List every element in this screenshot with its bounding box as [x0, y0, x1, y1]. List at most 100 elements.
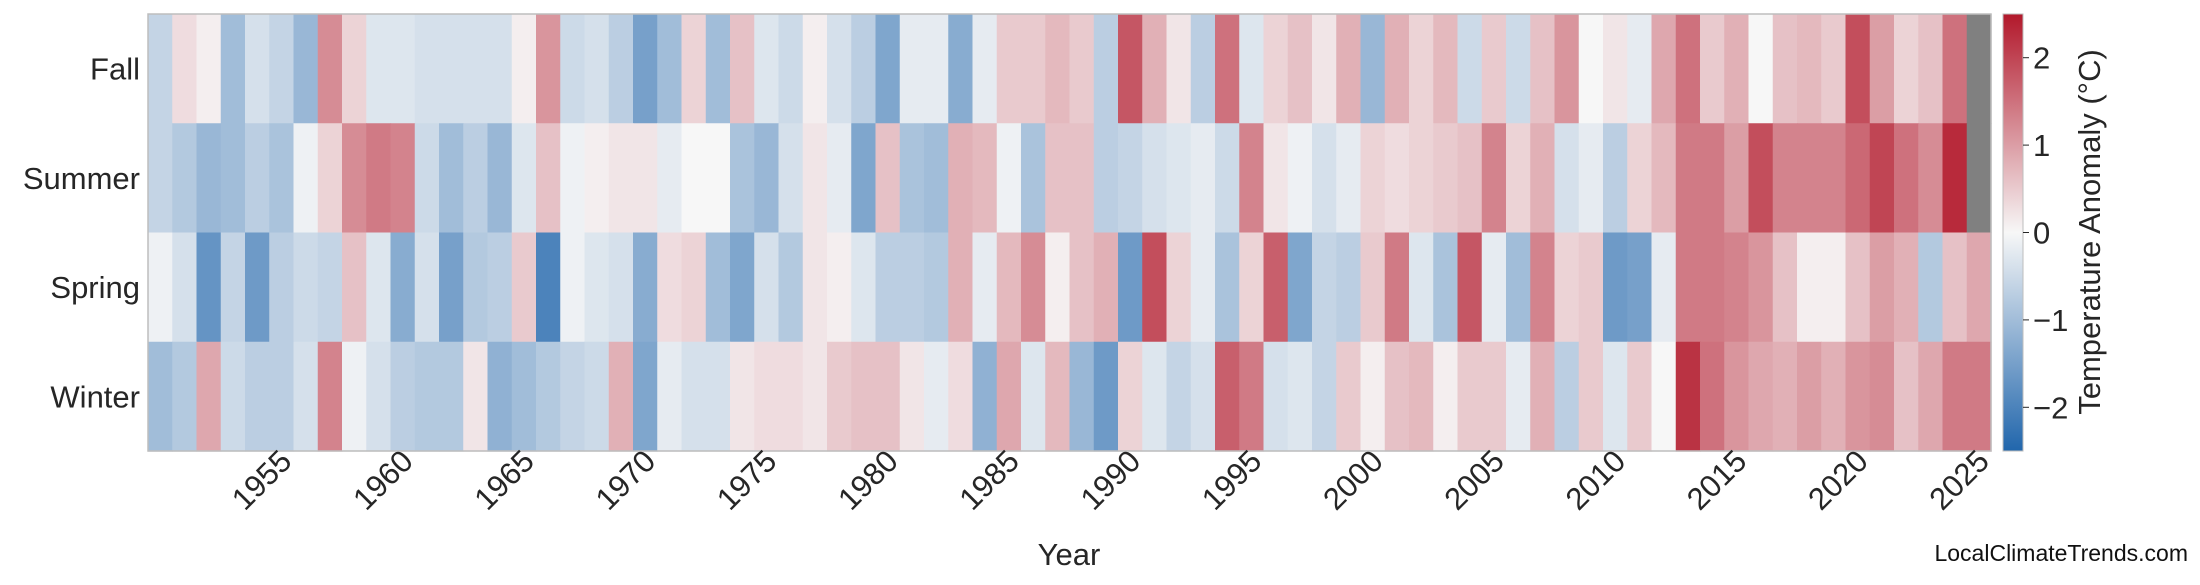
heatmap-cell [996, 123, 1022, 234]
heatmap-cell [293, 341, 319, 452]
heatmap-cell [536, 341, 561, 452]
heatmap-cell [657, 232, 683, 343]
heatmap-cell [196, 123, 222, 234]
heatmap-cell [511, 123, 537, 234]
heatmap-cell [972, 341, 998, 452]
heatmap-cell [196, 14, 222, 124]
colorbar-label: Temperature Anomaly (°C) [2072, 49, 2107, 415]
heatmap-cell [1336, 341, 1362, 452]
heatmap-cell [1845, 123, 1871, 234]
heatmap-cell [317, 232, 343, 343]
heatmap-cell [1021, 14, 1046, 124]
heatmap-cell [1530, 341, 1556, 452]
heatmap-cell [1263, 232, 1289, 343]
heatmap-cell [705, 341, 731, 452]
heatmap-cell [1409, 232, 1434, 343]
heatmap-cell [342, 14, 367, 124]
season-label: Winter [50, 379, 140, 414]
heatmap-cell [754, 123, 780, 234]
heatmap-cell [220, 341, 246, 452]
heatmap-cell [1360, 341, 1386, 452]
heatmap-cell [633, 14, 658, 124]
heatmap-cell [657, 14, 683, 124]
heatmap-cell [269, 232, 295, 343]
heatmap-cell [899, 123, 925, 234]
heatmap-cell [414, 123, 440, 234]
heatmap-cell [1530, 232, 1556, 343]
colorbar-tick-label: −2 [2033, 390, 2068, 425]
heatmap-cell [899, 232, 925, 343]
heatmap-cell [851, 341, 877, 452]
heatmap-cell [972, 123, 998, 234]
heatmap-cell [584, 341, 610, 452]
heatmap-cell [681, 232, 707, 343]
heatmap-cell [1190, 232, 1216, 343]
heatmap-cell [1045, 341, 1071, 452]
heatmap-cell [1118, 341, 1143, 452]
heatmap-cell [924, 341, 949, 452]
heatmap-cell [1215, 14, 1240, 124]
heatmap-cell [633, 341, 658, 452]
x-tick-label: 1970 [589, 443, 663, 517]
heatmap-cell [439, 123, 464, 234]
heatmap-cell [1700, 14, 1725, 124]
heatmap-cell [1554, 14, 1580, 124]
heatmap-cell [730, 341, 755, 452]
heatmap-cell [487, 232, 513, 343]
colorbar-tick-label: 2 [2033, 41, 2050, 76]
heatmap-cell [390, 14, 416, 124]
heatmap-cell [851, 14, 877, 124]
heatmap-cell [1215, 123, 1240, 234]
heatmap-cell [730, 232, 755, 343]
heatmap-cell [1554, 123, 1580, 234]
heatmap-cell [1190, 14, 1216, 124]
heatmap-cell [730, 123, 755, 234]
heatmap-cell [1021, 123, 1046, 234]
heatmap-cell [1530, 123, 1556, 234]
heatmap-cell [1675, 14, 1701, 124]
heatmap-cell [996, 14, 1022, 124]
heatmap-cell [1069, 123, 1095, 234]
heatmap-cell [1578, 341, 1604, 452]
x-tick-label: 2015 [1680, 443, 1754, 517]
heatmap-cell [1918, 341, 1944, 452]
season-labels: Fall Summer Spring Winter [23, 52, 140, 415]
heatmap-cell [1869, 14, 1895, 124]
heatmap-cell [463, 123, 489, 234]
heatmap-cell [802, 232, 828, 343]
x-tick-label: 2025 [1922, 443, 1996, 517]
heatmap-cell [511, 232, 537, 343]
heatmap-cell [560, 14, 586, 124]
heatmap-cell [1821, 341, 1847, 452]
heatmap-cell [705, 14, 731, 124]
heatmap-cell [730, 14, 755, 124]
heatmap-cell [487, 14, 513, 124]
heatmap-cell [1724, 123, 1750, 234]
heatmap-cell [1409, 14, 1434, 124]
heatmap-cell [875, 341, 901, 452]
heatmap-cell [1627, 123, 1653, 234]
heatmap-cell [802, 123, 828, 234]
heatmap-cell [778, 232, 804, 343]
heatmap-cell [851, 232, 877, 343]
heatmap-cell [172, 14, 198, 124]
heatmap-cell [148, 14, 173, 124]
x-tick-label: 1985 [952, 443, 1026, 517]
heatmap-cell [1384, 14, 1410, 124]
heatmap-cell [1384, 123, 1410, 234]
heatmap-cell [1651, 123, 1677, 234]
heatmap-cell [1457, 341, 1483, 452]
heatmap-cell [1748, 14, 1774, 124]
x-tick-label: 1995 [1195, 443, 1269, 517]
heatmap-cell [342, 123, 367, 234]
heatmap-cell [1021, 341, 1046, 452]
heatmap-cell [1021, 232, 1046, 343]
heatmap-cell [1239, 232, 1265, 343]
heatmap-cell [1409, 341, 1434, 452]
heatmap-cell [827, 123, 852, 234]
heatmap-cell [1433, 232, 1459, 343]
heatmap-cell [1287, 341, 1313, 452]
heatmap-cell [414, 232, 440, 343]
x-tick-label: 2000 [1316, 443, 1390, 517]
heatmap-cell [245, 123, 270, 234]
